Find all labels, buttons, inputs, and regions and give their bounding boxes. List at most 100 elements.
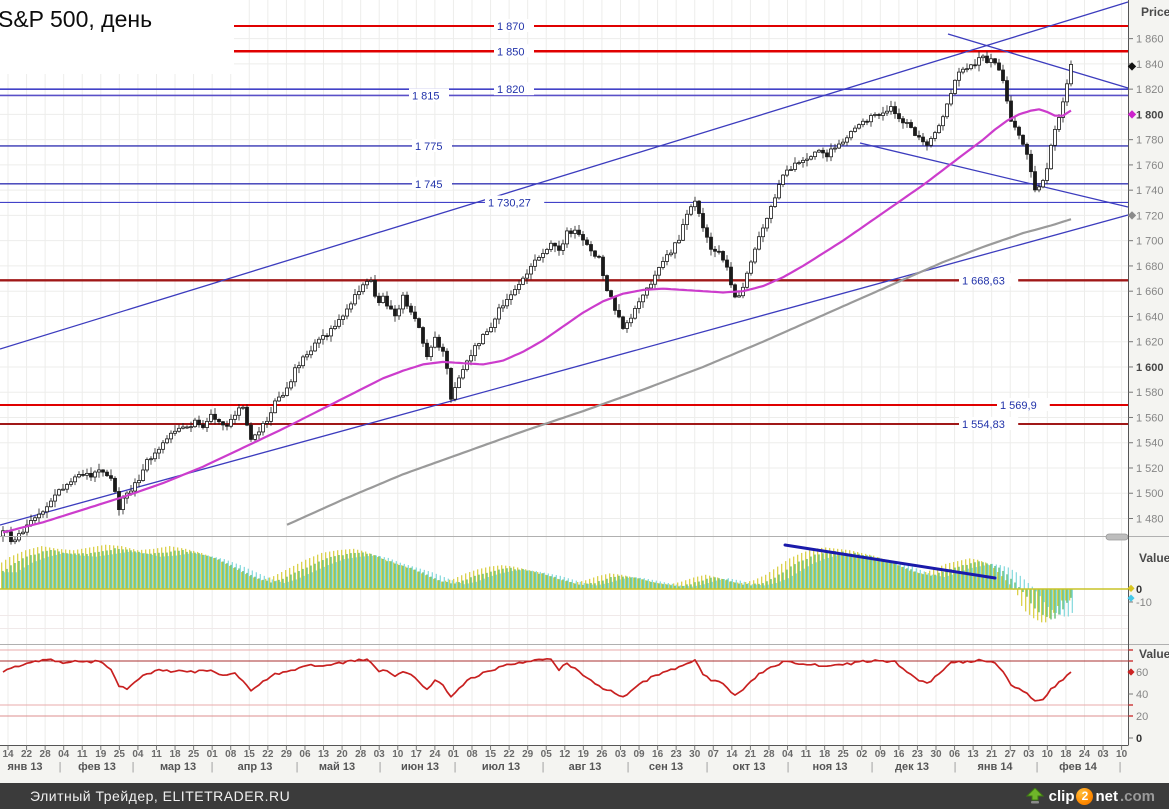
- macd-tick-label: -10: [1136, 597, 1152, 609]
- price-axis-header: Price: [1141, 5, 1169, 19]
- date-tick-label: 28: [763, 749, 775, 760]
- date-tick-label: 11: [77, 749, 88, 760]
- date-tick-label: 03: [374, 749, 386, 760]
- price-tick-label: 1 600: [1136, 362, 1164, 374]
- date-tick-label: 25: [838, 749, 850, 760]
- date-tick-label: 10: [392, 749, 404, 760]
- date-tick-label: 16: [893, 749, 905, 760]
- price-tick-label: 1 580: [1136, 387, 1164, 399]
- month-label: ноя 13: [813, 761, 848, 773]
- ma-fast-line: [2, 108, 1072, 534]
- month-label: янв 14: [977, 761, 1013, 773]
- date-tick-label: 19: [578, 749, 590, 760]
- month-separator: |: [59, 761, 62, 773]
- support-resistance-levels: [0, 25, 1128, 425]
- date-tick-label: 04: [132, 749, 144, 760]
- price-tick-label: 1 540: [1136, 438, 1164, 450]
- date-tick-label: 03: [1097, 749, 1109, 760]
- month-separator: |: [542, 761, 545, 773]
- right-axis-strip: [1128, 0, 1169, 783]
- month-separator: |: [871, 761, 874, 773]
- grid: [0, 0, 1128, 745]
- price-tick-label: 1 680: [1136, 261, 1164, 273]
- title-background: [0, 0, 234, 74]
- price-chart-svg: 1 870 1 850 1 820 1 815 1 775 1 745 1 730,27 1 …: [0, 0, 1169, 773]
- date-tick-label: 05: [541, 749, 553, 760]
- month-separator: |: [1119, 761, 1122, 773]
- date-tick-label: 08: [466, 749, 478, 760]
- price-tick-label: 1 500: [1136, 488, 1164, 500]
- logo-clip: clip: [1048, 787, 1075, 805]
- date-tick-label: 06: [299, 749, 311, 760]
- rsi-tick-label: 60: [1136, 667, 1148, 679]
- month-separator: |: [787, 761, 790, 773]
- month-label: окт 13: [733, 761, 766, 773]
- date-tick-label: 11: [801, 749, 812, 760]
- logo-dotcom: .com: [1119, 787, 1155, 805]
- level-label: 1 668,63: [962, 275, 1005, 287]
- date-tick-label: 21: [986, 749, 998, 760]
- price-tick-label: 1 800: [1136, 109, 1164, 121]
- date-tick-label: 23: [912, 749, 924, 760]
- footer-credit-text: Элитный Трейдер, ELITETRADER.RU: [30, 788, 291, 804]
- date-tick-label: 14: [2, 749, 14, 760]
- month-label: май 13: [319, 761, 355, 773]
- date-tick-label: 27: [1005, 749, 1017, 760]
- date-tick-label: 25: [188, 749, 200, 760]
- level-label: 1 820: [497, 84, 525, 96]
- panel-resize-handle[interactable]: [1105, 533, 1129, 541]
- macd-axis-header: Value: [1139, 551, 1169, 565]
- month-separator: |: [1036, 761, 1039, 773]
- date-tick-label: 14: [726, 749, 738, 760]
- level-label: 1 850: [497, 46, 525, 58]
- price-tick-label: 1 620: [1136, 337, 1164, 349]
- macd-histogram: [0, 544, 1128, 623]
- month-separator: |: [706, 761, 709, 773]
- level-label: 1 775: [415, 141, 443, 153]
- date-tick-label: 08: [225, 749, 237, 760]
- price-tick-label: 1 700: [1136, 236, 1164, 248]
- month-label: июл 13: [482, 761, 520, 773]
- month-label: июн 13: [401, 761, 439, 773]
- date-tick-label: 02: [856, 749, 868, 760]
- month-label: авг 13: [569, 761, 602, 773]
- level-label: 1 870: [497, 21, 525, 33]
- price-tick-label: 1 520: [1136, 463, 1164, 475]
- rsi-tick-label: 0: [1136, 733, 1142, 745]
- month-separator: |: [211, 761, 214, 773]
- clip2net-logo[interactable]: clip 2 net .com: [1025, 783, 1155, 809]
- date-tick-label: 15: [485, 749, 497, 760]
- price-tick-label: 1 740: [1136, 185, 1164, 197]
- ma-slow-line: [286, 218, 1072, 526]
- date-tick-label: 21: [745, 749, 757, 760]
- date-tick-label: 13: [318, 749, 330, 760]
- date-tick-label: 04: [782, 749, 794, 760]
- date-tick-label: 18: [1060, 749, 1072, 760]
- date-tick-label: 07: [708, 749, 720, 760]
- chart-title: S&P 500, день: [0, 6, 153, 32]
- date-tick-label: 12: [559, 749, 571, 760]
- date-tick-label: 22: [262, 749, 274, 760]
- date-tick-label: 30: [689, 749, 701, 760]
- logo-net: net: [1095, 787, 1118, 805]
- price-tick-label: 1 560: [1136, 412, 1164, 424]
- month-separator: |: [296, 761, 299, 773]
- month-separator: |: [954, 761, 957, 773]
- panel-separators: [0, 533, 1169, 645]
- macd-tick-label: 0: [1136, 584, 1142, 596]
- month-label: мар 13: [160, 761, 196, 773]
- date-tick-label: 28: [40, 749, 52, 760]
- bottom-axis-strip: [0, 745, 1169, 783]
- level-label: 1 815: [412, 90, 440, 102]
- price-tick-label: 1 660: [1136, 286, 1164, 298]
- date-tick-label: 30: [930, 749, 942, 760]
- level-labels: 1 870 1 850 1 820 1 815 1 775 1 745 1 730,27 1 …: [409, 19, 1050, 431]
- date-tick-label: 29: [281, 749, 293, 760]
- price-tick-label: 1 860: [1136, 34, 1164, 46]
- month-label: дек 13: [895, 761, 929, 773]
- date-tick-label: 09: [875, 749, 887, 760]
- month-label: фев 13: [78, 761, 116, 773]
- month-separator: |: [627, 761, 630, 773]
- date-tick-label: 15: [244, 749, 256, 760]
- price-tick-label: 1 780: [1136, 135, 1164, 147]
